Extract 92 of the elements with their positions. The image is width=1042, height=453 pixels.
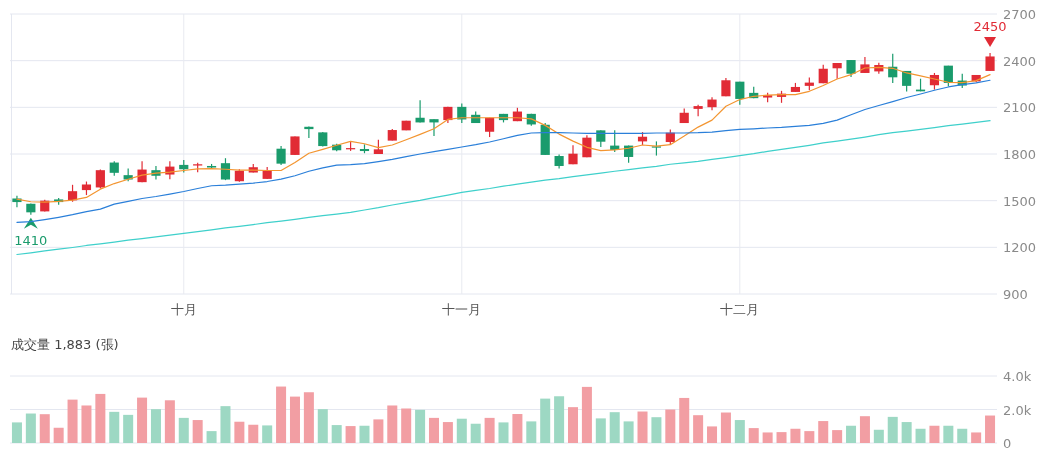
bar	[720, 412, 731, 443]
chart-title: 成交量 1,883 (張)	[11, 337, 119, 352]
bar	[109, 411, 120, 443]
bar	[345, 426, 356, 443]
bar	[818, 421, 829, 443]
bar	[665, 409, 676, 443]
bar	[331, 425, 342, 443]
y-tick-label: 2100	[1003, 100, 1037, 116]
x-tick-label: 十二月	[720, 302, 760, 317]
y-tick-label: 4.0k	[1003, 369, 1032, 384]
bar	[81, 405, 92, 443]
bar	[651, 417, 662, 443]
bar	[25, 413, 36, 443]
bar	[595, 418, 606, 443]
bar	[359, 425, 370, 443]
candlestick	[276, 145, 286, 166]
y-tick-label: 2.0k	[1003, 402, 1032, 418]
bar	[512, 414, 523, 443]
bar	[526, 421, 537, 443]
bar	[915, 428, 926, 443]
bar	[540, 398, 551, 443]
bar	[11, 422, 22, 443]
bar	[150, 409, 161, 443]
y-tick-label: 1800	[1003, 147, 1037, 162]
bar	[679, 397, 690, 443]
candlestick	[832, 62, 842, 80]
y-tick-label: 1200	[1003, 240, 1037, 256]
bar	[623, 421, 634, 443]
bar	[289, 396, 300, 443]
bar	[609, 412, 620, 443]
bar	[164, 400, 175, 443]
bar	[137, 397, 148, 443]
bar	[276, 386, 287, 443]
bar	[734, 420, 745, 443]
bar	[53, 427, 64, 443]
line-series	[16, 120, 991, 256]
bar	[804, 431, 815, 443]
bar	[707, 426, 718, 443]
bar	[568, 407, 579, 443]
bar	[401, 408, 412, 443]
bar	[776, 432, 787, 443]
bar	[873, 429, 884, 443]
bar	[957, 428, 968, 443]
bar	[317, 409, 328, 443]
bar	[484, 417, 495, 443]
candlestick	[290, 135, 300, 156]
bar	[67, 399, 78, 443]
bar	[901, 422, 912, 443]
bar	[581, 386, 592, 443]
bar	[832, 430, 843, 443]
bar	[943, 425, 954, 443]
bar	[248, 424, 259, 443]
x-tick-label: 十一月	[442, 302, 482, 317]
bar	[428, 417, 439, 443]
bar	[971, 432, 982, 443]
y-tick-label: 0	[1003, 436, 1012, 451]
bar	[303, 392, 314, 443]
bar	[234, 421, 245, 443]
bar	[859, 416, 870, 443]
bar	[220, 406, 231, 443]
bar	[498, 422, 509, 443]
bar	[373, 419, 384, 443]
bar	[178, 417, 189, 443]
x-tick-label: 十月	[170, 302, 197, 317]
bar	[415, 409, 426, 443]
bar	[887, 416, 898, 443]
candlestick	[429, 118, 439, 137]
annotation: 1410	[14, 232, 48, 248]
bar	[985, 415, 996, 443]
bar	[95, 393, 106, 443]
y-tick-label: 1500	[1003, 193, 1037, 209]
bar	[123, 414, 134, 443]
bar	[192, 420, 203, 443]
bar	[206, 431, 217, 443]
bar	[554, 396, 565, 443]
bar	[387, 405, 398, 443]
bar	[790, 428, 801, 443]
bar	[693, 415, 704, 443]
bar	[39, 414, 50, 443]
candlestick	[693, 104, 703, 117]
candlestick	[985, 52, 995, 72]
bar	[748, 428, 759, 443]
bar	[262, 425, 273, 443]
y-tick-label: 2400	[1003, 53, 1037, 69]
bar	[929, 425, 940, 443]
y-tick-label: 900	[1003, 287, 1028, 302]
bar	[762, 432, 773, 443]
bar	[846, 425, 857, 443]
bar	[637, 411, 648, 443]
bar	[470, 423, 481, 443]
bar	[456, 418, 467, 443]
bar	[442, 422, 453, 443]
